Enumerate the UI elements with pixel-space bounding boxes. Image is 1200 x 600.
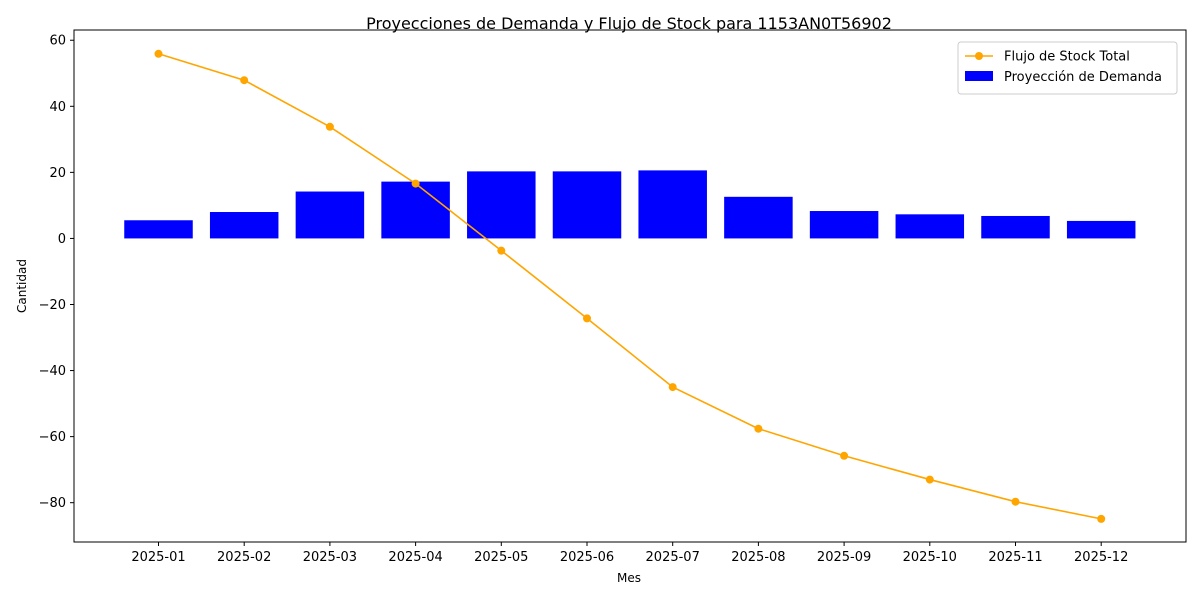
chart-title: Proyecciones de Demanda y Flujo de Stock… bbox=[366, 14, 892, 33]
x-tick-label: 2025-09 bbox=[817, 550, 871, 565]
y-tick-label: −40 bbox=[39, 364, 66, 379]
demand-bar bbox=[124, 220, 193, 239]
legend-label-demand: Proyección de Demanda bbox=[1004, 70, 1162, 85]
y-tick-label: 20 bbox=[49, 166, 66, 181]
stock-flow-point bbox=[240, 76, 249, 85]
stock-flow-point bbox=[583, 314, 591, 323]
x-tick-label: 2025-07 bbox=[646, 550, 700, 565]
x-tick-label: 2025-10 bbox=[903, 550, 957, 565]
y-tick-label: −20 bbox=[39, 298, 66, 313]
demand-bar bbox=[295, 191, 365, 239]
stock-flow-point bbox=[325, 122, 334, 131]
demand-bar bbox=[1066, 220, 1136, 239]
y-axis-label: Cantidad bbox=[15, 259, 29, 313]
stock-flow-point bbox=[497, 246, 506, 255]
y-tick-label: 60 bbox=[49, 34, 66, 49]
x-tick-label: 2025-06 bbox=[560, 550, 614, 565]
demand-bar bbox=[981, 215, 1050, 239]
legend-bar-swatch bbox=[965, 71, 993, 81]
legend-line-marker bbox=[975, 52, 983, 60]
stock-flow-point bbox=[668, 383, 677, 392]
stock-flow-point bbox=[1097, 514, 1106, 523]
demand-bar bbox=[809, 211, 879, 239]
demand-bar bbox=[381, 181, 450, 239]
x-tick-label: 2025-02 bbox=[217, 550, 271, 565]
line-layer bbox=[154, 49, 1106, 523]
demand-bar bbox=[895, 214, 965, 239]
stock-flow-point bbox=[925, 475, 934, 484]
y-tick-label: 40 bbox=[49, 100, 66, 115]
x-tick-label: 2025-03 bbox=[303, 550, 357, 565]
x-tick-label: 2025-11 bbox=[988, 550, 1042, 565]
y-tick-label: 0 bbox=[58, 232, 66, 247]
x-axis-label: Mes bbox=[617, 571, 641, 585]
x-tick-label: 2025-04 bbox=[388, 550, 442, 565]
demand-bar bbox=[724, 196, 793, 239]
x-tick-label: 2025-08 bbox=[731, 550, 785, 565]
stock-flow-point bbox=[411, 179, 420, 188]
y-axis: 60 40 20 0 −20 −40 −60 −80 bbox=[39, 34, 74, 511]
stock-flow-point bbox=[1011, 497, 1020, 506]
legend: Flujo de Stock Total Proyección de Deman… bbox=[957, 41, 1178, 95]
plot-frame bbox=[73, 29, 1187, 543]
demand-bar bbox=[467, 171, 536, 239]
bars-layer bbox=[124, 170, 1136, 239]
stock-flow-line bbox=[158, 53, 1102, 520]
demand-bar bbox=[638, 170, 707, 239]
x-tick-label: 2025-01 bbox=[131, 550, 185, 565]
stock-flow-point bbox=[754, 424, 763, 433]
x-tick-label: 2025-05 bbox=[474, 550, 528, 565]
y-tick-label: −80 bbox=[39, 496, 66, 511]
x-tick-label: 2025-12 bbox=[1074, 550, 1128, 565]
x-axis: 2025-01 2025-02 2025-03 2025-04 2025-05 2025-… bbox=[131, 542, 1128, 565]
legend-box bbox=[957, 41, 1178, 95]
y-tick-label: −60 bbox=[39, 430, 66, 445]
demand-bar bbox=[209, 212, 279, 239]
legend-label-stock: Flujo de Stock Total bbox=[1004, 50, 1130, 65]
stock-flow-point bbox=[154, 49, 163, 58]
stock-flow-point bbox=[840, 451, 849, 460]
demand-bar bbox=[552, 171, 622, 239]
